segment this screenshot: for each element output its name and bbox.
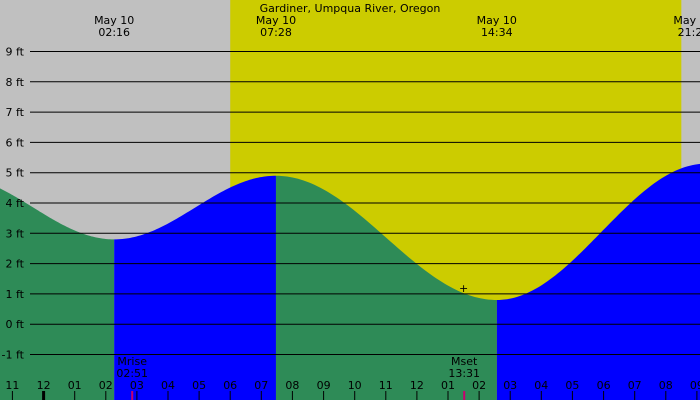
extreme-time-label: 07:28 — [260, 26, 292, 39]
hour-tick-label: 06 — [223, 379, 237, 392]
y-tick-label: 7 ft — [6, 106, 25, 119]
y-tick-label: 8 ft — [6, 76, 25, 89]
current-position-marker: + — [459, 282, 468, 295]
current-marker: + — [459, 282, 468, 295]
hour-tick-label: 11 — [5, 379, 19, 392]
y-tick-label: 2 ft — [6, 258, 25, 271]
y-tick-label: 1 ft — [6, 288, 25, 301]
hour-tick-label: 05 — [565, 379, 579, 392]
moon-event-label: Mset — [451, 355, 478, 368]
hour-tick-label: 12 — [410, 379, 424, 392]
extreme-date-label: May 10 — [477, 14, 517, 27]
extreme-date-label: May 10 — [94, 14, 134, 27]
hour-tick-label: 02 — [472, 379, 486, 392]
hour-tick-label: 06 — [597, 379, 611, 392]
y-tick-label: 5 ft — [6, 167, 25, 180]
hour-tick-label: 02 — [99, 379, 113, 392]
hour-tick-label: 08 — [659, 379, 673, 392]
hour-tick-label: 04 — [161, 379, 175, 392]
hour-tick-label: 05 — [192, 379, 206, 392]
falling-tide-area — [275, 175, 497, 400]
chart-title: Gardiner, Umpqua River, Oregon — [260, 2, 441, 15]
y-tick-label: -1 ft — [2, 349, 25, 362]
extreme-date-label: May 10 — [256, 14, 296, 27]
extreme-time-label: 14:34 — [481, 26, 513, 39]
y-tick-label: 9 ft — [6, 46, 25, 59]
moon-event-time: 02:51 — [116, 367, 148, 380]
hour-tick-label: 03 — [503, 379, 517, 392]
hour-tick-label: 10 — [348, 379, 362, 392]
moon-event-time: 13:31 — [448, 367, 480, 380]
hour-tick-label: 08 — [285, 379, 299, 392]
hour-tick-label: 07 — [628, 379, 642, 392]
rising-tide-area — [114, 175, 276, 400]
hour-tick-label: 04 — [534, 379, 548, 392]
extreme-time-label: 02:16 — [98, 26, 130, 39]
hour-axis: 11 12 01 02 03 04 05 06 07 08 09 10 11 12 01 02 03 04 05 06… — [5, 379, 700, 400]
hour-tick-label: 09 — [690, 379, 700, 392]
y-tick-label: 6 ft — [6, 136, 25, 149]
extreme-date-label: May 1 — [673, 14, 700, 27]
rising-tide-area — [496, 163, 700, 400]
hour-tick-label: 12 — [37, 379, 51, 392]
y-tick-label: 4 ft — [6, 197, 25, 210]
extreme-time-label: 21:2 — [678, 26, 700, 39]
hour-tick-label: 01 — [441, 379, 455, 392]
hour-tick-label: 03 — [130, 379, 144, 392]
hour-tick-label: 07 — [254, 379, 268, 392]
height-gridlines — [30, 51, 700, 355]
hour-tick-label: 01 — [68, 379, 82, 392]
y-tick-label: 3 ft — [6, 227, 25, 240]
hour-tick-label: 09 — [317, 379, 331, 392]
moon-event-label: Mrise — [117, 355, 147, 368]
y-tick-labels: 9 ft 8 ft 7 ft 6 ft 5 ft 4 ft 3 ft 2 ft 1 ft 0 ft… — [2, 46, 25, 362]
y-tick-label: 0 ft — [6, 318, 25, 331]
hour-tick-label: 11 — [379, 379, 393, 392]
